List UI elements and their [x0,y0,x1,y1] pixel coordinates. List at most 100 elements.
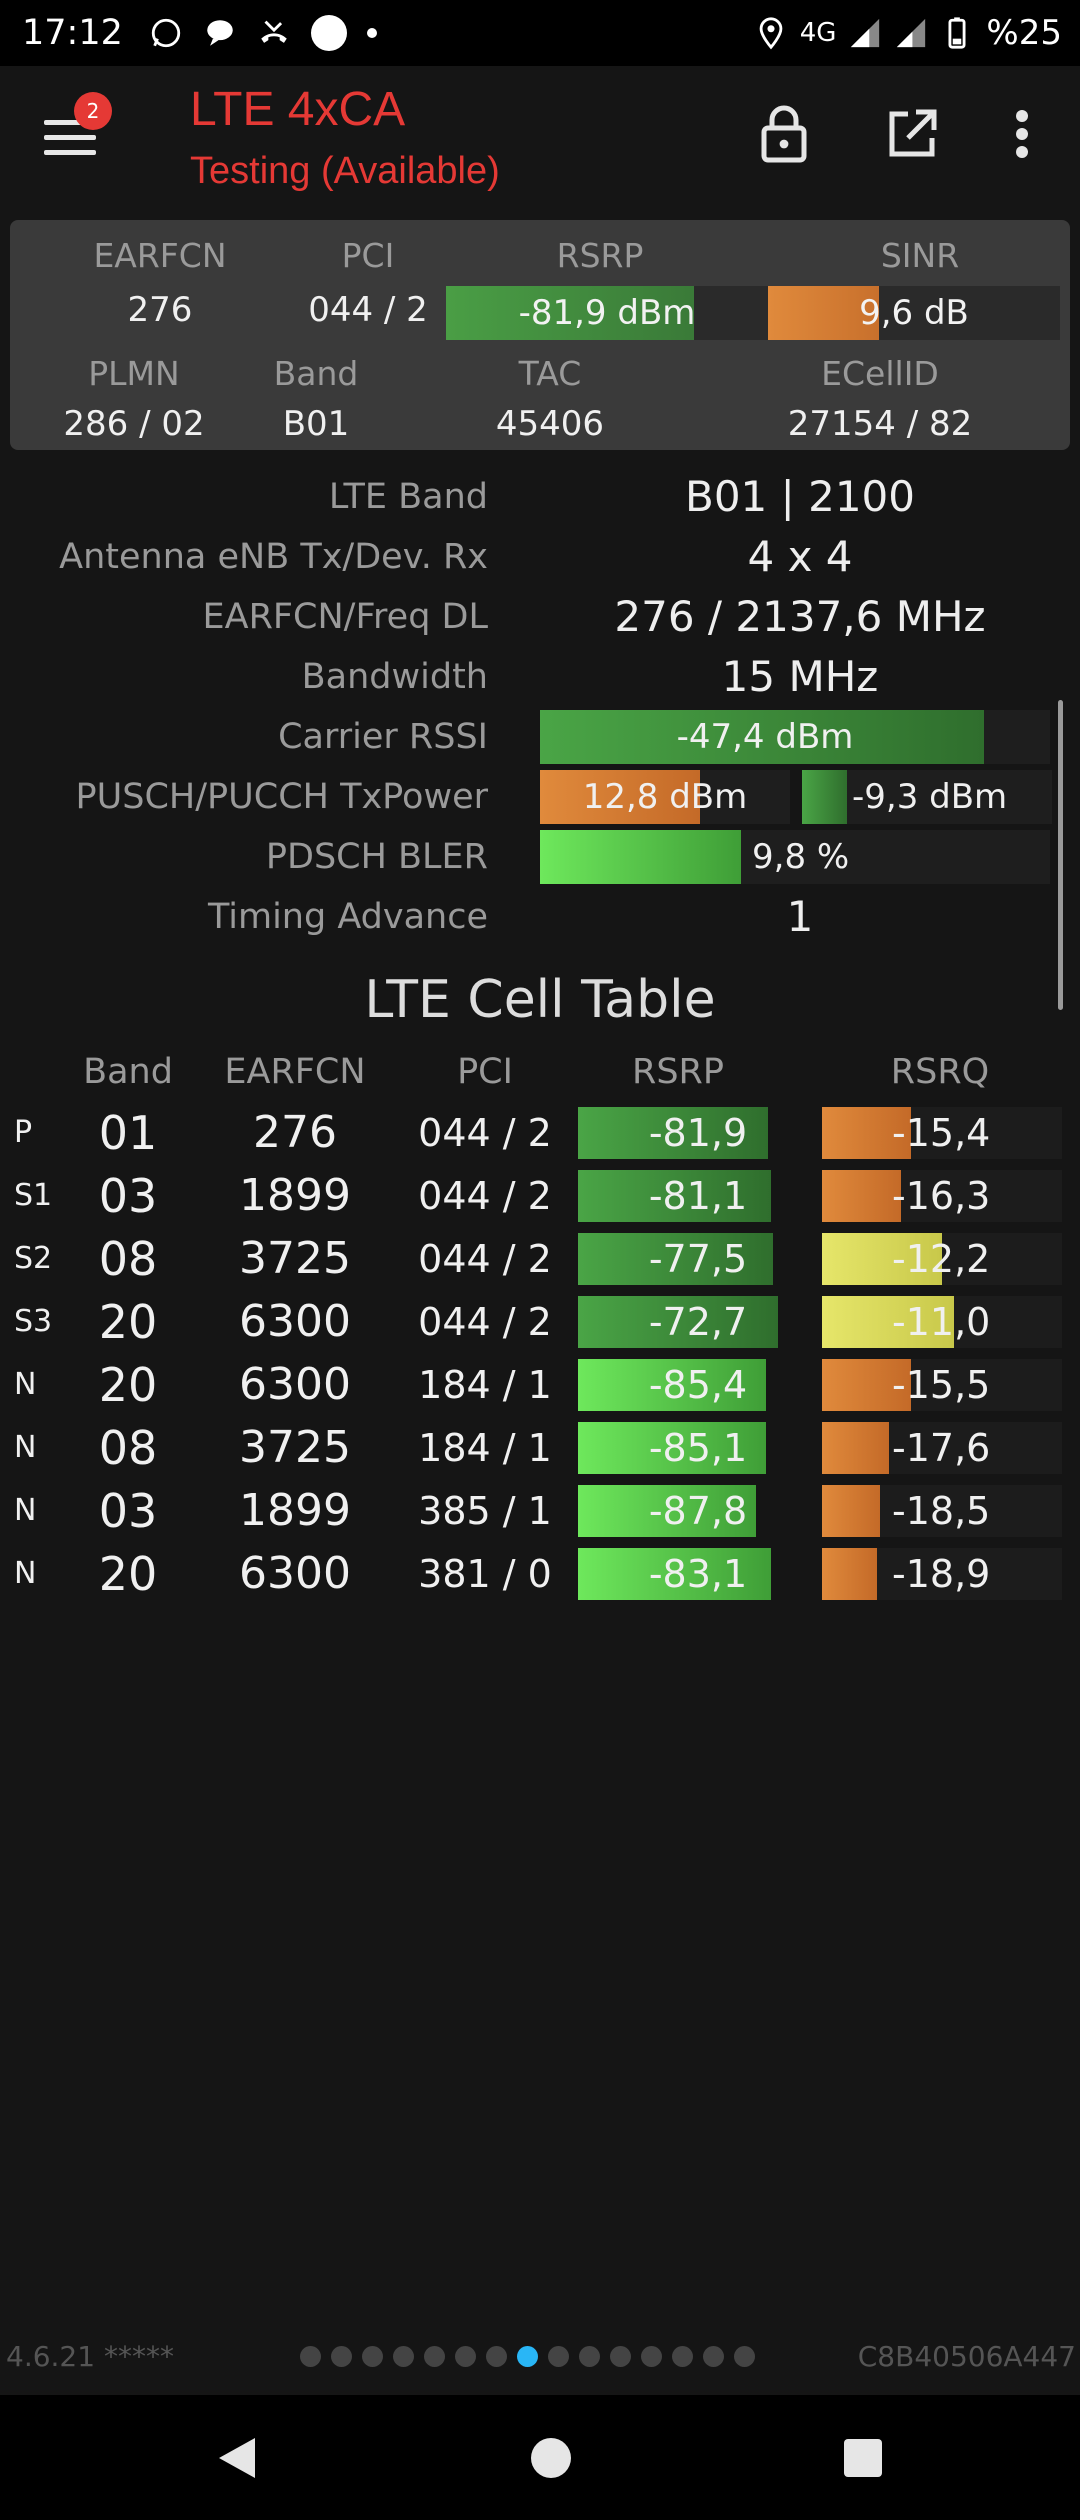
open-external-button[interactable] [880,102,944,166]
cell-pci: 385 / 1 [418,1489,552,1533]
cell-type: S2 [14,1241,53,1276]
page-dot[interactable] [579,2346,600,2367]
missed-call-icon [261,20,287,43]
cell-pci: 044 / 2 [418,1174,552,1218]
cell-rsrq: -17,6 [892,1426,991,1470]
status-time: 17:12 [22,13,123,53]
scroll-indicator[interactable] [1058,700,1063,1010]
cell-rsrp: -85,1 [648,1426,748,1470]
cell-type: S1 [14,1178,53,1213]
open-external-icon [889,109,937,157]
table-row: N 20 6300 184 / 1 -85,4 -15,5 [0,1355,1080,1415]
cell-pci: 381 / 0 [418,1552,552,1596]
cell-earfcn: 276 [253,1107,337,1158]
detail-value: 15 MHz [721,652,879,701]
home-button[interactable] [516,2423,586,2493]
page-dot[interactable] [393,2346,414,2367]
signal-sim2-icon [897,18,926,48]
rsrp-bar [578,1422,766,1474]
pucch-value: -9,3 dBm [852,777,1008,817]
signal-icon [851,18,880,48]
status-bar: 17:12 4G %25 [0,0,1080,66]
page-dot[interactable] [362,2346,383,2367]
cell-type: N [14,1430,37,1465]
bler-value: 9,8 % [752,837,850,877]
overflow-menu-button[interactable] [990,102,1054,166]
network-type: 4G [799,18,837,48]
cell-rsrq: -12,2 [892,1237,991,1281]
back-button[interactable] [202,2423,272,2493]
battery-icon [948,17,966,49]
rsrp-bar [578,1233,773,1285]
rsrq-bar [822,1170,901,1222]
earfcn-label: EARFCN [93,236,227,275]
cell-table-title: LTE Cell Table [364,970,716,1030]
sinr-label: SINR [880,236,960,275]
lock-button[interactable] [752,102,816,166]
rsrp-label: RSRP [556,236,644,275]
page-dot[interactable] [703,2346,724,2367]
rsrp-meter: -81,9 dBm [446,286,768,340]
cell-earfcn: 1899 [239,1485,351,1536]
rsrq-bar [822,1107,911,1159]
page-dot[interactable] [486,2346,507,2367]
pucch-meter-fill [802,770,847,824]
page-dot[interactable] [331,2346,352,2367]
table-row: N 08 3725 184 / 1 -85,1 -17,6 [0,1418,1080,1478]
app-title: LTE 4xCA [190,83,406,136]
page-dot[interactable] [672,2346,693,2367]
table-row: S3 20 6300 044 / 2 -72,7 -11,0 [0,1292,1080,1352]
table-row: P 01 276 044 / 2 -81,9 -15,4 [0,1103,1080,1163]
ecellid-value: 27154 / 82 [787,404,973,444]
page-dot[interactable] [455,2346,476,2367]
page-dot[interactable] [424,2346,445,2367]
cell-rsrp: -81,9 [648,1111,748,1155]
rssi-value: -47,4 dBm [676,717,854,757]
rsrp-bar [578,1485,756,1537]
cell-band: 03 [98,1484,158,1538]
detail-value: 276 / 2137,6 MHz [614,592,986,641]
detail-label: PUSCH/PUCCH TxPower [75,777,488,817]
recents-button[interactable] [828,2423,898,2493]
cell-pci: 044 / 2 [418,1237,552,1281]
menu-icon-bar [44,135,96,140]
cell-rsrq: -18,9 [892,1552,991,1596]
pci-label: PCI [341,236,395,275]
rsrp-bar [578,1548,771,1600]
page-dot[interactable] [300,2346,321,2367]
sinr-meter: 9,6 dB [768,286,1060,340]
table-row: N 20 6300 381 / 0 -83,1 -18,9 [0,1544,1080,1604]
navigation-bar [0,2395,1080,2520]
pusch-meter-fill [540,770,700,824]
detail-label: EARFCN/Freq DL [202,597,488,637]
page-indicator[interactable] [300,2346,755,2367]
detail-bandwidth: Bandwidth 15 MHz [0,648,1080,706]
cell-rsrq: -11,0 [892,1300,991,1344]
rsrq-bar [822,1296,954,1348]
more-vert-icon [1016,110,1028,158]
pci-value: 044 / 2 [308,290,428,330]
cell-band: 08 [98,1421,158,1475]
page-dot[interactable] [548,2346,569,2367]
cell-band: 20 [98,1358,158,1412]
cell-earfcn: 1899 [239,1170,351,1221]
cell-earfcn: 6300 [239,1296,351,1347]
rsrp-bar [578,1170,771,1222]
plmn-value: 286 / 02 [63,404,205,444]
detail-tx-power: PUSCH/PUCCH TxPower 12,8 dBm -9,3 dBm [0,768,1080,826]
band-value: B01 [282,404,350,444]
page-dot[interactable] [641,2346,662,2367]
summary-panel: EARFCN PCI RSRP SINR 276 044 / 2 -81,9 d… [10,220,1070,450]
table-row: N 03 1899 385 / 1 -87,8 -18,5 [0,1481,1080,1541]
whatsapp-icon [151,18,181,48]
app-bar: 2 LTE 4xCA Testing (Available) [0,66,1080,216]
page-dot[interactable] [610,2346,631,2367]
menu-button[interactable] [44,116,100,160]
page-dot[interactable] [734,2346,755,2367]
rsrp-meter-fill [446,286,694,340]
bler-meter-fill [540,830,741,884]
page-dot[interactable] [517,2346,538,2367]
back-icon [219,2438,255,2478]
detail-earfcn-freq: EARFCN/Freq DL 276 / 2137,6 MHz [0,588,1080,646]
cell-type: N [14,1367,37,1402]
